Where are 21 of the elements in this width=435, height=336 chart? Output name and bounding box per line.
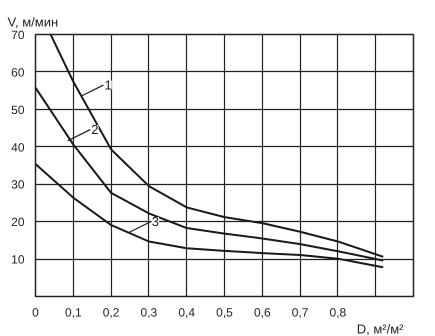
x-tick-label: 0,6 bbox=[254, 306, 271, 320]
annotation: 3 bbox=[152, 214, 160, 230]
x-tick-label: 0,4 bbox=[178, 306, 196, 320]
x-tick-label: 0,7 bbox=[292, 306, 309, 320]
x-tick-label: 0,5 bbox=[216, 306, 234, 320]
x-axis-title: D, м²/м² bbox=[356, 322, 404, 336]
y-tick-label: 50 bbox=[11, 102, 25, 117]
y-tick-label: 30 bbox=[11, 178, 25, 192]
y-tick-label: 40 bbox=[11, 140, 25, 154]
x-tick-label: 0,3 bbox=[140, 306, 158, 320]
x-tick-label: 0,2 bbox=[102, 306, 120, 320]
x-tick-label: 0,1 bbox=[64, 306, 82, 320]
y-tick-label: 10 bbox=[11, 252, 25, 267]
x-tick-label: 0 bbox=[32, 306, 40, 320]
annotation: 1 bbox=[104, 78, 112, 93]
annotation: 2 bbox=[91, 122, 99, 138]
x-tick-label: 0,8 bbox=[330, 306, 347, 320]
y-tick-label: 20 bbox=[11, 215, 25, 230]
y-axis-title: V, м/мин bbox=[8, 14, 58, 30]
y-tick-label: 70 bbox=[11, 28, 25, 42]
y-tick-label: 60 bbox=[11, 65, 25, 80]
